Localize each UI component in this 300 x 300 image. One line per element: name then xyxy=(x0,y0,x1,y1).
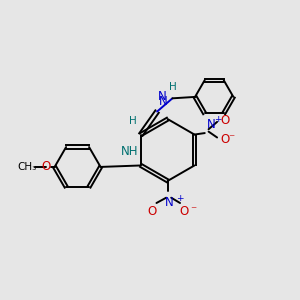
Text: O: O xyxy=(179,206,189,218)
Text: N: N xyxy=(165,196,173,209)
Text: N: N xyxy=(159,95,168,108)
Text: ⁻: ⁻ xyxy=(228,133,235,146)
Text: +: + xyxy=(214,115,221,124)
Text: N: N xyxy=(207,118,216,131)
Text: O: O xyxy=(148,206,157,218)
Text: H: H xyxy=(129,116,136,126)
Text: H: H xyxy=(169,82,177,92)
Text: O: O xyxy=(220,133,229,146)
Text: O: O xyxy=(220,114,229,127)
Text: NH: NH xyxy=(121,145,139,158)
Text: O: O xyxy=(41,160,50,173)
Text: CH₃: CH₃ xyxy=(17,162,37,172)
Text: N: N xyxy=(158,90,167,104)
Text: ⁻: ⁻ xyxy=(190,205,197,218)
Text: +: + xyxy=(176,194,184,203)
